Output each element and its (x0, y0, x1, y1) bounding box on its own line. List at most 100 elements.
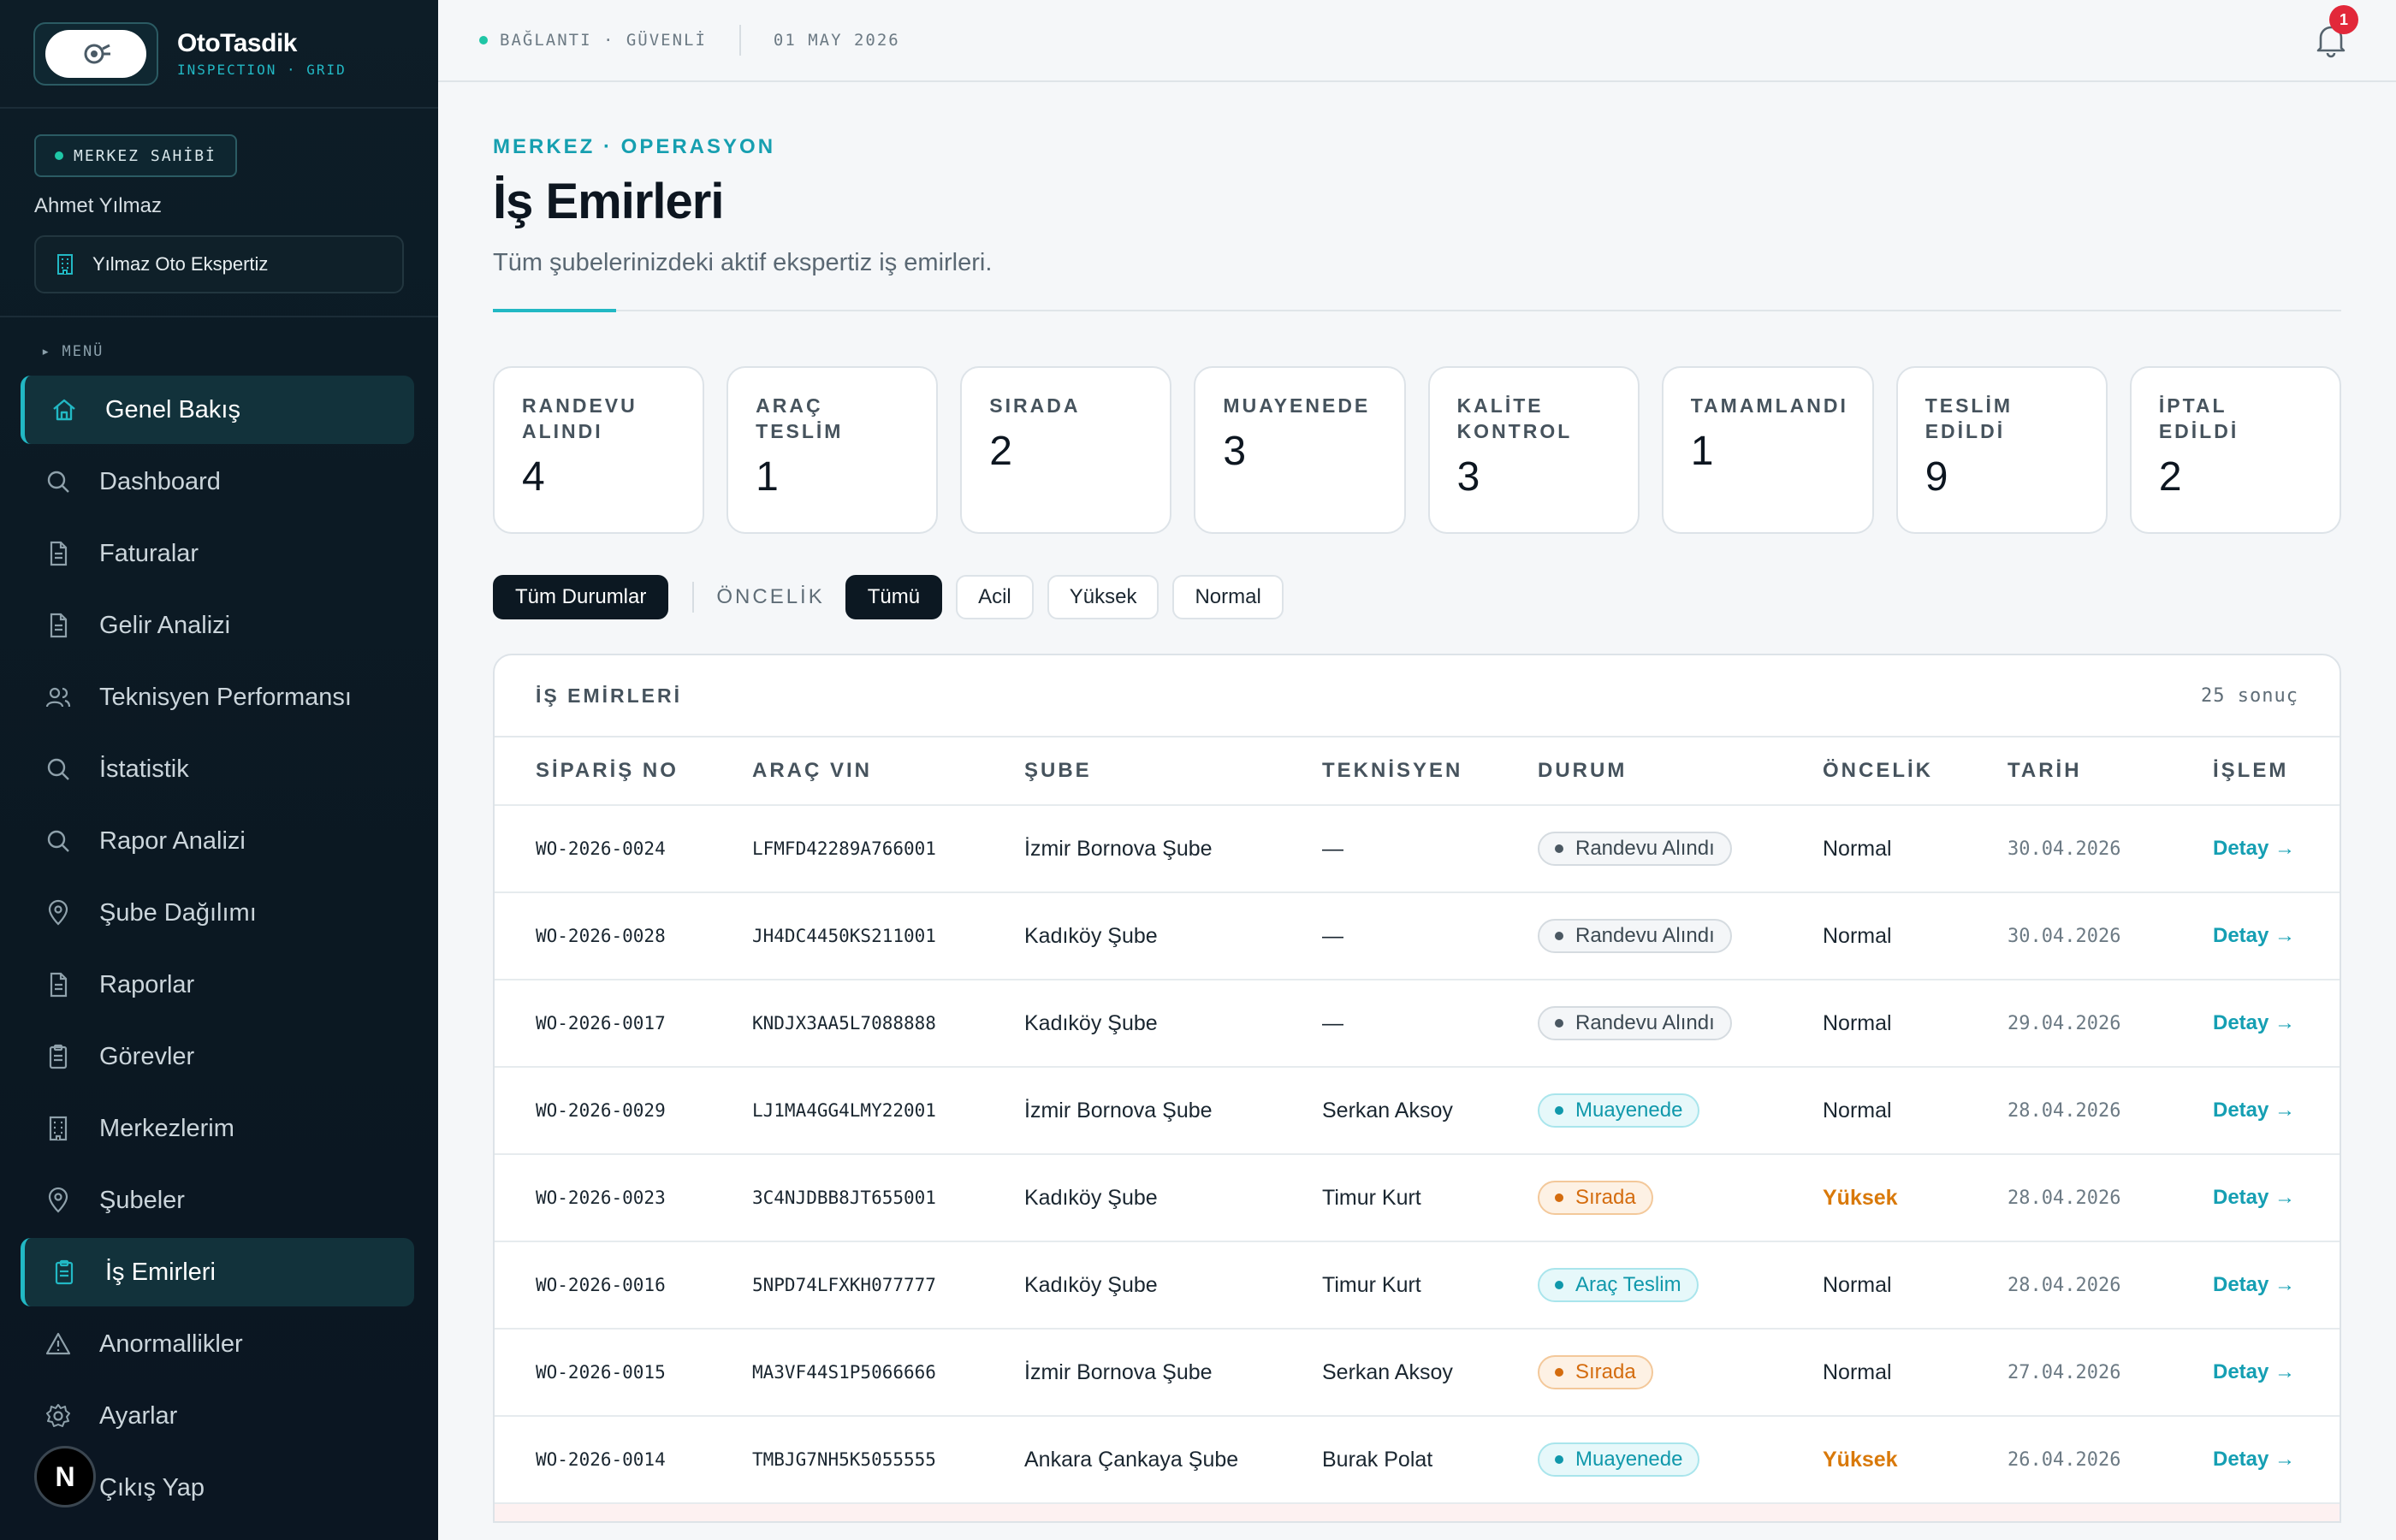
column-header[interactable]: DURUM (1538, 759, 1628, 782)
table-row[interactable]: WO-2026-0017 KNDJX3AA5L7088888 Kadıköy Şub… (495, 980, 2340, 1068)
table-header-bar: İŞ EMİRLERİ 25 sonuç (495, 655, 2340, 737)
priority-value: Normal (1823, 923, 1892, 948)
nav-subeler[interactable]: Şubeler (21, 1166, 414, 1235)
column-header[interactable]: SİPARİŞ NO (536, 759, 679, 782)
nav-faturalar[interactable]: Faturalar (21, 519, 414, 588)
technician-name: — (1322, 1010, 1343, 1035)
nav-rapor-analizi[interactable]: Rapor Analizi (21, 807, 414, 875)
priority-filter-yuksek[interactable]: Yüksek (1047, 575, 1159, 619)
nav-sube-dagilimi[interactable]: Şube Dağılımı (21, 879, 414, 947)
table-row[interactable]: WO-2026-0016 5NPD74LFXKH077777 Kadıköy Şub… (495, 1242, 2340, 1330)
page-title: İş Emirleri (493, 174, 724, 229)
priority-filter-label: ÖNCELİK (716, 585, 825, 608)
status-badge: Muayenede (1538, 1442, 1700, 1477)
nav-dashboard[interactable]: Dashboard (21, 447, 414, 516)
status-dot (1555, 932, 1563, 940)
vehicle-vin: 3C4NJDBB8JT655001 (752, 1188, 936, 1208)
sidebar-nav: Genel Bakış Dashboard Faturalar Gelir An… (0, 360, 438, 1522)
detail-link[interactable]: Detay → (2213, 1448, 2296, 1471)
detail-link[interactable]: Detay → (2213, 837, 2296, 860)
table-row[interactable]: WO-2026-0023 3C4NJDBB8JT655001 Kadıköy Şub… (495, 1155, 2340, 1242)
stat-card-randevu-alindi[interactable]: RANDEVU ALINDI 4 (493, 366, 705, 534)
column-header[interactable]: ÖNCELİK (1823, 759, 1933, 782)
company-selector[interactable]: Yılmaz Oto Ekspertiz (34, 235, 404, 293)
status-summary-cards: RANDEVU ALINDI 4 ARAÇ TESLİM 1 SIRADA 2 MUA… (493, 366, 2341, 534)
stat-card-kalite-kontrol[interactable]: KALİTE KONTROL 3 (1427, 366, 1640, 534)
building-icon (49, 1116, 68, 1141)
status-badge: Randevu Alındı (1538, 1006, 1732, 1040)
priority-value: Normal (1823, 1272, 1892, 1297)
detail-link[interactable]: Detay → (2213, 924, 2296, 947)
main-content: MERKEZ · OPERASYON İş Emirleri Tüm şubel… (493, 82, 2341, 1523)
priority-filter-all[interactable]: Tümü (845, 575, 943, 619)
nav-merkezlerim[interactable]: Merkezlerim (21, 1094, 414, 1163)
table-row[interactable]: WO-2026-0015 MA3VF44S1P5066666 İzmir Borno… (495, 1330, 2340, 1417)
order-date: 28.04.2026 (2008, 1274, 2121, 1296)
nav-raporlar[interactable]: Raporlar (21, 951, 414, 1019)
detail-link[interactable]: Detay → (2213, 1186, 2296, 1209)
all-status-filter-button[interactable]: Tüm Durumlar (493, 575, 669, 619)
nav-is-emirleri[interactable]: İş Emirleri (21, 1238, 414, 1306)
nav-istatistik[interactable]: İstatistik (21, 735, 414, 803)
status-badge: Sırada (1538, 1355, 1653, 1389)
detail-link[interactable]: Detay → (2213, 1360, 2296, 1383)
column-header[interactable]: TARİH (2008, 759, 2082, 782)
divider (738, 25, 741, 56)
clipboard-icon (49, 1044, 68, 1069)
nav-genel-bakis[interactable]: Genel Bakış (21, 376, 414, 444)
branch-name: Ankara Çankaya Şube (1024, 1447, 1239, 1472)
priority-filter-acil[interactable]: Acil (956, 575, 1034, 619)
detail-link[interactable]: Detay → (2213, 1011, 2296, 1034)
current-date: 01 MAY 2026 (773, 31, 900, 50)
order-date: 28.04.2026 (2008, 1187, 2121, 1209)
nav-gorevler[interactable]: Görevler (21, 1022, 414, 1091)
priority-value: Yüksek (1823, 1447, 1898, 1472)
order-date: 26.04.2026 (2008, 1448, 2121, 1471)
order-number: WO-2026-0028 (536, 926, 666, 946)
column-header[interactable]: ŞUBE (1024, 759, 1092, 782)
order-number: WO-2026-0017 (536, 1013, 666, 1034)
search-icon (47, 758, 69, 780)
status-badge: Randevu Alındı (1538, 832, 1732, 866)
column-header[interactable]: TEKNİSYEN (1322, 759, 1463, 782)
filter-bar: Tüm Durumlar ÖNCELİK Tümü Acil Yüksek No… (493, 575, 2341, 619)
notifications-button[interactable]: 1 (2314, 5, 2358, 62)
detail-link[interactable]: Detay → (2213, 1099, 2296, 1122)
order-date: 30.04.2026 (2008, 838, 2121, 860)
detail-link[interactable]: Detay → (2213, 1273, 2296, 1296)
table-column-headers: SİPARİŞ NO ARAÇ VIN ŞUBE TEKNİSYEN DURUM… (495, 737, 2340, 806)
stat-card-muayenede[interactable]: MUAYENEDE 3 (1194, 366, 1406, 534)
branch-name: Kadıköy Şube (1024, 1010, 1158, 1035)
breadcrumb: MERKEZ · OPERASYON (493, 135, 776, 158)
branch-name: Kadıköy Şube (1024, 1272, 1158, 1297)
table-row[interactable]: WO-2026-0024 LFMFD42289A766001 İzmir Borno… (495, 806, 2340, 893)
technician-name: Timur Kurt (1322, 1185, 1421, 1210)
priority-filter-normal[interactable]: Normal (1172, 575, 1284, 619)
user-avatar[interactable]: N (34, 1446, 96, 1507)
vehicle-vin: TMBJG7NH5K5055555 (752, 1449, 936, 1470)
order-number: WO-2026-0015 (536, 1362, 666, 1383)
status-dot (1555, 844, 1563, 853)
brand[interactable]: OtoTasdik INSPECTION · GRID (0, 0, 438, 109)
nav-teknisyen-performansi[interactable]: Teknisyen Performansı (21, 663, 414, 732)
table-row[interactable]: WO-2026-0029 LJ1MA4GG4LMY22001 İzmir Borno… (495, 1068, 2340, 1155)
column-header[interactable]: ARAÇ VIN (752, 759, 873, 782)
stat-card-tamamlandi[interactable]: TAMAMLANDI 1 (1661, 366, 1874, 534)
table-row[interactable]: WO-2026-0014 TMBJG7NH5K5055555 Ankara Çank… (495, 1417, 2340, 1504)
nav-ayarlar[interactable]: Ayarlar (21, 1382, 414, 1450)
next-row-partial (495, 1504, 2340, 1521)
divider (692, 582, 695, 613)
title-divider (493, 309, 2341, 312)
nav-gelir-analizi[interactable]: Gelir Analizi (21, 591, 414, 660)
stat-card-iptal-edildi[interactable]: İPTAL EDİLDİ 2 (2129, 366, 2341, 534)
priority-value: Yüksek (1823, 1185, 1898, 1210)
order-number: WO-2026-0023 (536, 1188, 666, 1208)
stat-card-teslim-edildi[interactable]: TESLİM EDİLDİ 9 (1895, 366, 2108, 534)
table-row[interactable]: WO-2026-0028 JH4DC4450KS211001 Kadıköy Şub… (495, 893, 2340, 980)
order-date: 28.04.2026 (2008, 1099, 2121, 1122)
stat-card-arac-teslim[interactable]: ARAÇ TESLİM 1 (727, 366, 939, 534)
stat-card-sirada[interactable]: SIRADA 2 (960, 366, 1172, 534)
nav-anormallikler[interactable]: Anormallikler (21, 1310, 414, 1378)
status-badge: Muayenede (1538, 1093, 1700, 1128)
document-icon (50, 972, 68, 998)
